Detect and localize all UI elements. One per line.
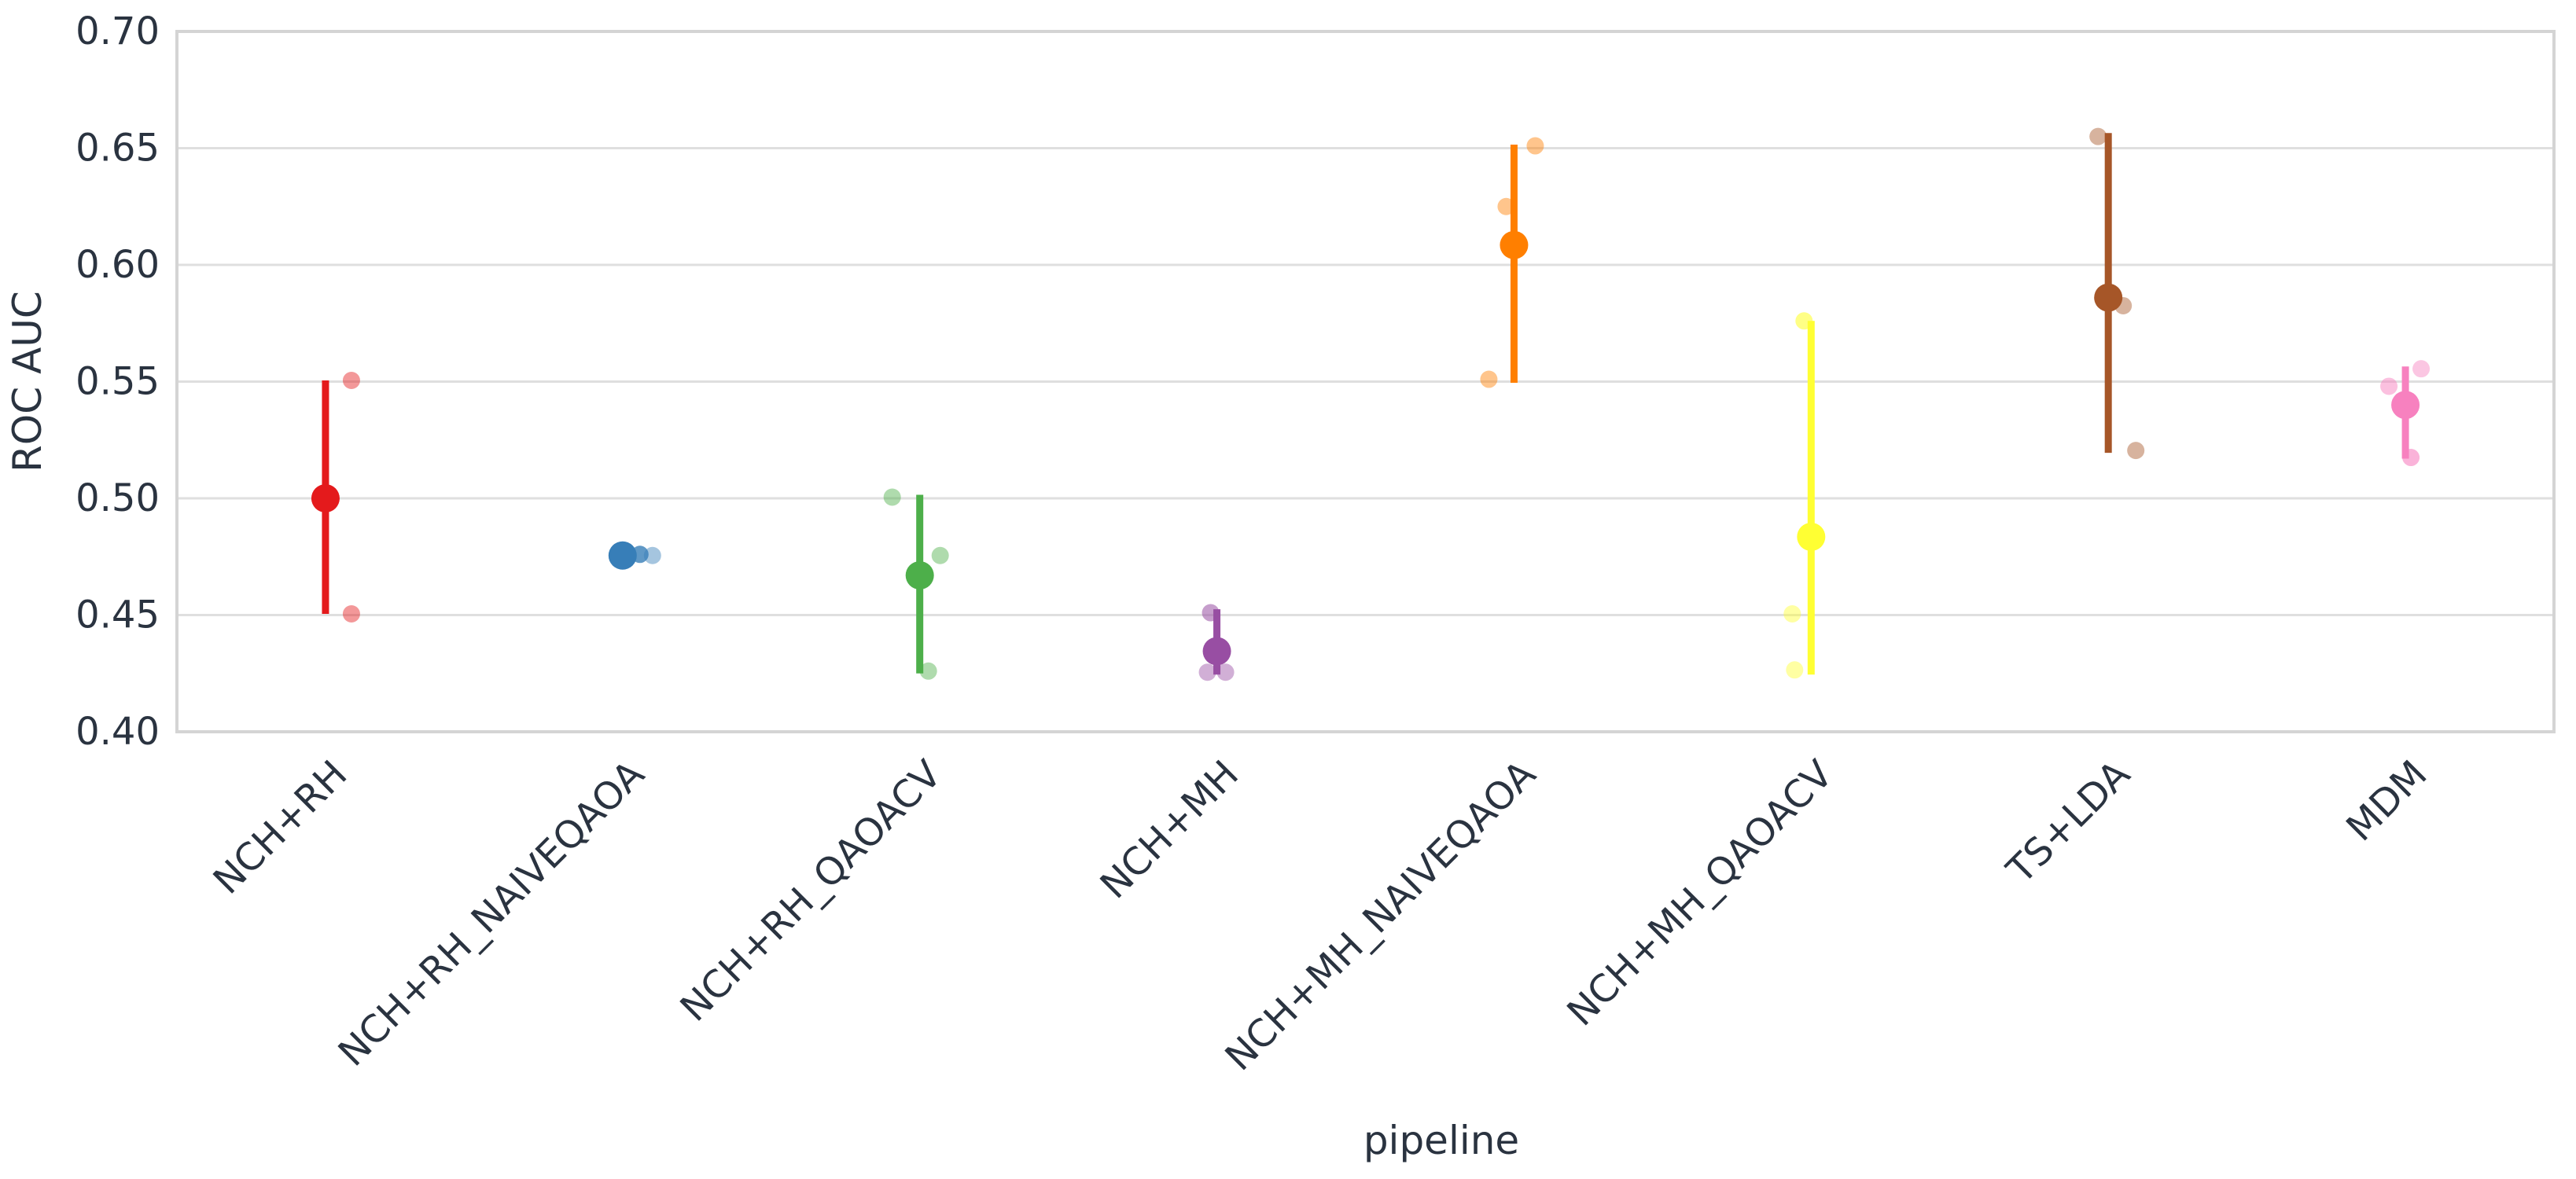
y-tick-label-0.45: 0.45 (75, 593, 160, 637)
mean-point-NCH+RH_QAOACV (905, 561, 934, 590)
x-tick-label-TS+LDA: TS+LDA (1998, 752, 2139, 893)
strip-point-TS+LDA-0 (2089, 127, 2107, 145)
x-tick-label-NCH+MH_QAOACV: NCH+MH_QAOACV (1558, 752, 1842, 1035)
y-tick-label-0.55: 0.55 (75, 360, 160, 404)
x-tick-label-NCH+RH: NCH+RH (205, 752, 356, 903)
x-tick-label-NCH+RH_NAIVEQAOA: NCH+RH_NAIVEQAOA (330, 752, 653, 1075)
y-axis-title: ROC AUC (5, 291, 50, 472)
strip-point-NCH+RH_QAOACV-0 (883, 488, 901, 506)
y-tick-label-0.60: 0.60 (75, 243, 160, 287)
y-tick-label-0.40: 0.40 (75, 710, 160, 754)
x-tick-label-NCH+MH: NCH+MH (1092, 752, 1247, 907)
strip-point-TS+LDA-2 (2127, 442, 2145, 460)
strip-point-NCH+MH-1 (1198, 663, 1216, 681)
strip-point-NCH+MH_QAOACV-2 (1786, 661, 1804, 679)
strip-point-NCH+RH-1 (342, 605, 360, 623)
mean-point-MDM (2391, 391, 2420, 420)
strip-point-NCH+MH_QAOACV-1 (1783, 605, 1801, 623)
strip-point-NCH+MH_QAOACV-0 (1795, 312, 1813, 330)
mean-point-NCH+MH_QAOACV (1797, 523, 1826, 552)
mean-point-NCH+RH_NAIVEQAOA (608, 541, 637, 570)
x-tick-label-MDM: MDM (2338, 752, 2435, 850)
y-tick-label-0.50: 0.50 (75, 476, 160, 520)
x-axis-title: pipeline (1363, 1118, 1519, 1163)
mean-point-TS+LDA (2094, 283, 2123, 312)
mean-point-NCH+MH_NAIVEQAOA (1500, 230, 1529, 259)
strip-point-NCH+RH-0 (342, 372, 360, 390)
strip-point-NCH+RH_QAOACV-1 (931, 546, 949, 564)
plot-border (175, 30, 2556, 733)
x-tick-label-NCH+RH_QAOACV: NCH+RH_QAOACV (672, 752, 950, 1030)
strip-point-MDM-2 (2402, 449, 2420, 467)
strip-point-MDM-1 (2380, 377, 2398, 395)
mean-point-NCH+MH (1202, 637, 1231, 666)
strip-point-NCH+MH-2 (1216, 663, 1235, 681)
strip-point-NCH+RH_QAOACV-2 (919, 662, 937, 680)
y-tick-label-0.65: 0.65 (75, 127, 160, 171)
strip-point-NCH+RH_NAIVEQAOA-1 (643, 546, 661, 564)
strip-point-NCH+MH-0 (1202, 604, 1220, 622)
strip-point-MDM-0 (2412, 360, 2431, 378)
x-tick-label-NCH+MH_NAIVEQAOA: NCH+MH_NAIVEQAOA (1217, 752, 1544, 1079)
strip-point-NCH+MH_NAIVEQAOA-0 (1526, 137, 1544, 155)
strip-point-NCH+MH_NAIVEQAOA-1 (1497, 197, 1515, 215)
mean-point-NCH+RH (311, 484, 340, 512)
strip-point-NCH+MH_NAIVEQAOA-2 (1480, 370, 1498, 388)
y-tick-label-0.70: 0.70 (75, 9, 160, 53)
